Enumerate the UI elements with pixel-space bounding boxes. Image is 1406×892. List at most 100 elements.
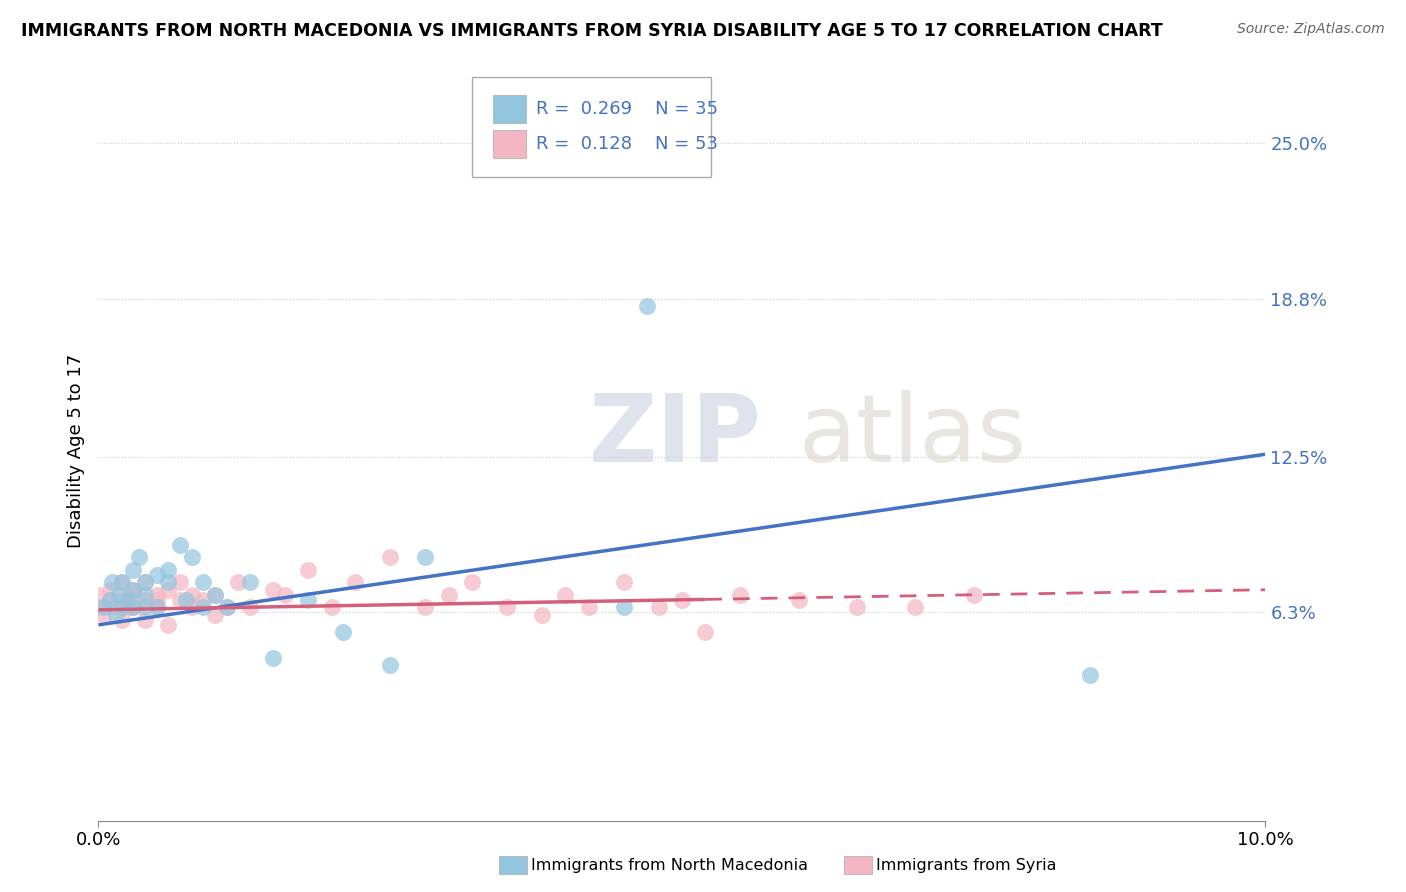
Point <box>104 600 127 615</box>
Point <box>122 600 145 615</box>
Point <box>98 592 121 607</box>
Text: IMMIGRANTS FROM NORTH MACEDONIA VS IMMIGRANTS FROM SYRIA DISABILITY AGE 5 TO 17 : IMMIGRANTS FROM NORTH MACEDONIA VS IMMIG… <box>21 22 1163 40</box>
Point <box>180 588 202 602</box>
Point <box>146 588 169 602</box>
Point <box>93 600 115 615</box>
Point <box>117 600 139 615</box>
Point <box>612 600 634 615</box>
Point <box>321 600 343 615</box>
Point <box>496 600 519 615</box>
Point <box>578 600 600 615</box>
Point <box>122 600 145 615</box>
Point <box>134 613 156 627</box>
Point <box>111 600 134 615</box>
Point <box>180 550 202 565</box>
Point <box>413 550 436 565</box>
Point <box>111 575 134 590</box>
Point <box>87 588 110 602</box>
Point <box>134 575 156 590</box>
Point <box>134 588 156 602</box>
Point <box>530 607 553 622</box>
Point <box>98 582 121 597</box>
FancyBboxPatch shape <box>494 95 526 123</box>
Point <box>101 575 124 590</box>
Point <box>146 600 169 615</box>
Point <box>228 575 250 590</box>
Point <box>122 582 145 597</box>
Point <box>204 588 226 602</box>
FancyBboxPatch shape <box>494 130 526 158</box>
Point <box>117 592 139 607</box>
Point <box>157 575 180 590</box>
Point <box>174 592 197 607</box>
Point <box>193 600 215 615</box>
Point <box>122 563 145 577</box>
Point <box>695 625 717 640</box>
Point <box>274 588 297 602</box>
Point <box>134 575 156 590</box>
Point <box>180 600 202 615</box>
Point <box>134 600 156 615</box>
Point <box>297 592 319 607</box>
Point <box>204 588 226 602</box>
Point <box>297 563 319 577</box>
Point <box>215 600 238 615</box>
Point <box>671 592 693 607</box>
Point <box>787 592 810 607</box>
Text: atlas: atlas <box>799 390 1026 482</box>
FancyBboxPatch shape <box>472 77 711 177</box>
Point <box>262 650 284 665</box>
Point <box>122 588 145 602</box>
Point <box>193 575 215 590</box>
Point <box>262 582 284 597</box>
Point <box>146 567 169 582</box>
Point <box>111 592 134 607</box>
Text: Immigrants from North Macedonia: Immigrants from North Macedonia <box>531 858 808 872</box>
Point <box>215 600 238 615</box>
Point <box>111 613 134 627</box>
Point <box>554 588 576 602</box>
Point <box>904 600 927 615</box>
Point <box>239 600 262 615</box>
Text: Immigrants from Syria: Immigrants from Syria <box>876 858 1056 872</box>
Point <box>146 600 169 615</box>
Point <box>157 582 180 597</box>
Point <box>461 575 484 590</box>
Point <box>612 575 634 590</box>
Point <box>636 299 658 313</box>
Point <box>204 607 226 622</box>
Point <box>122 582 145 597</box>
Point <box>332 625 354 640</box>
Point <box>344 575 367 590</box>
Point <box>157 618 180 632</box>
Point <box>730 588 752 602</box>
Point <box>380 550 402 565</box>
Point <box>962 588 984 602</box>
Point <box>104 607 127 622</box>
Point <box>846 600 869 615</box>
Point <box>1080 668 1102 682</box>
Point <box>169 575 191 590</box>
Point <box>93 607 115 622</box>
Point <box>134 592 156 607</box>
Point <box>437 588 460 602</box>
Point <box>111 575 134 590</box>
Text: R =  0.128    N = 53: R = 0.128 N = 53 <box>536 135 718 153</box>
Point <box>193 592 215 607</box>
Point <box>128 550 150 565</box>
Y-axis label: Disability Age 5 to 17: Disability Age 5 to 17 <box>66 353 84 548</box>
Point <box>169 538 191 552</box>
Point <box>380 658 402 673</box>
Point <box>87 600 110 615</box>
Point <box>413 600 436 615</box>
Point <box>98 592 121 607</box>
Point <box>239 575 262 590</box>
Point <box>157 563 180 577</box>
Point <box>169 592 191 607</box>
Text: ZIP: ZIP <box>589 390 762 482</box>
Point <box>647 600 669 615</box>
Text: R =  0.269    N = 35: R = 0.269 N = 35 <box>536 100 718 118</box>
Point <box>146 592 169 607</box>
Point <box>108 588 131 602</box>
Text: Source: ZipAtlas.com: Source: ZipAtlas.com <box>1237 22 1385 37</box>
